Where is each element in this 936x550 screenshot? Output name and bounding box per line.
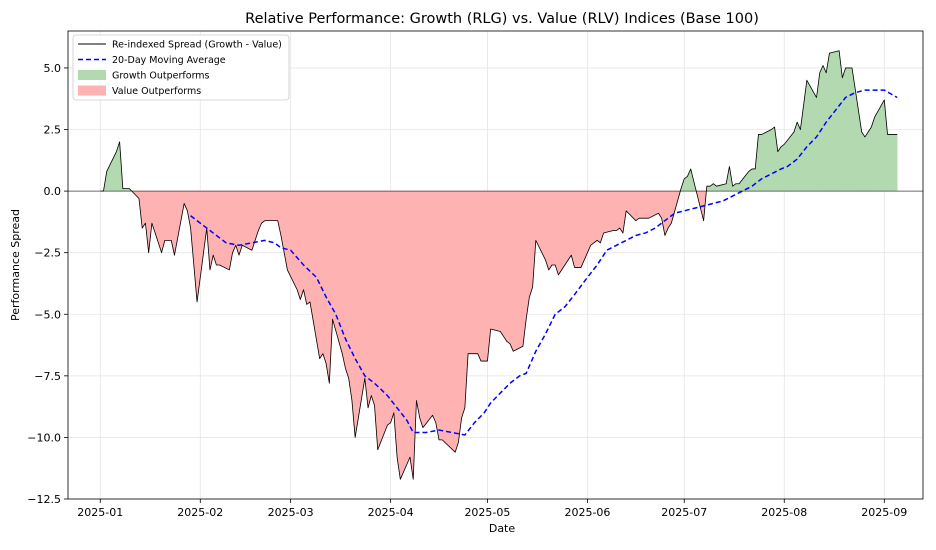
- moving-average-line: [190, 89, 898, 436]
- legend-label: Re-indexed Spread (Growth - Value): [112, 40, 282, 51]
- y-tick-label: −7.5: [34, 370, 61, 383]
- x-tick-label: 2025-06: [564, 506, 610, 519]
- legend-box: [72, 34, 290, 101]
- legend-label: Value Outperforms: [112, 86, 201, 97]
- x-tick-label: 2025-04: [368, 506, 414, 519]
- x-tick-label: 2025-05: [464, 506, 510, 519]
- x-tick-label: 2025-03: [268, 506, 314, 519]
- legend-label: Growth Outperforms: [112, 71, 210, 82]
- legend-label: 20-Day Moving Average: [112, 55, 226, 66]
- spread-line: [100, 50, 898, 480]
- y-tick-label: −12.5: [27, 493, 61, 506]
- x-tick-label: 2025-09: [861, 506, 907, 519]
- y-tick-label: −5.0: [34, 308, 61, 321]
- legend: Re-indexed Spread (Growth - Value) 20-Day…: [72, 34, 290, 101]
- x-tick-label: 2025-07: [661, 506, 707, 519]
- y-axis-label: Performance Spread: [9, 209, 22, 321]
- chart-title: Relative Performance: Growth (RLG) vs. V…: [245, 11, 759, 27]
- axes: 2025-01 2025-02 2025-03 2025-04 2025-05 2025-…: [27, 30, 924, 519]
- legend-swatch: [78, 70, 106, 80]
- x-tick-label: 2025-08: [761, 506, 807, 519]
- x-axis-label: Date: [489, 522, 516, 535]
- axes-frame: [67, 30, 924, 500]
- legend-swatch: [78, 85, 106, 96]
- y-tick-label: −10.0: [27, 431, 61, 444]
- y-tick-label: 0.0: [44, 185, 62, 198]
- y-tick-label: 2.5: [44, 124, 62, 137]
- series-lines: [68, 50, 923, 480]
- y-tick-label: −2.5: [34, 247, 61, 260]
- y-tick-label: 5.0: [44, 62, 62, 75]
- x-tick-label: 2025-02: [177, 506, 223, 519]
- x-tick-label: 2025-01: [77, 506, 123, 519]
